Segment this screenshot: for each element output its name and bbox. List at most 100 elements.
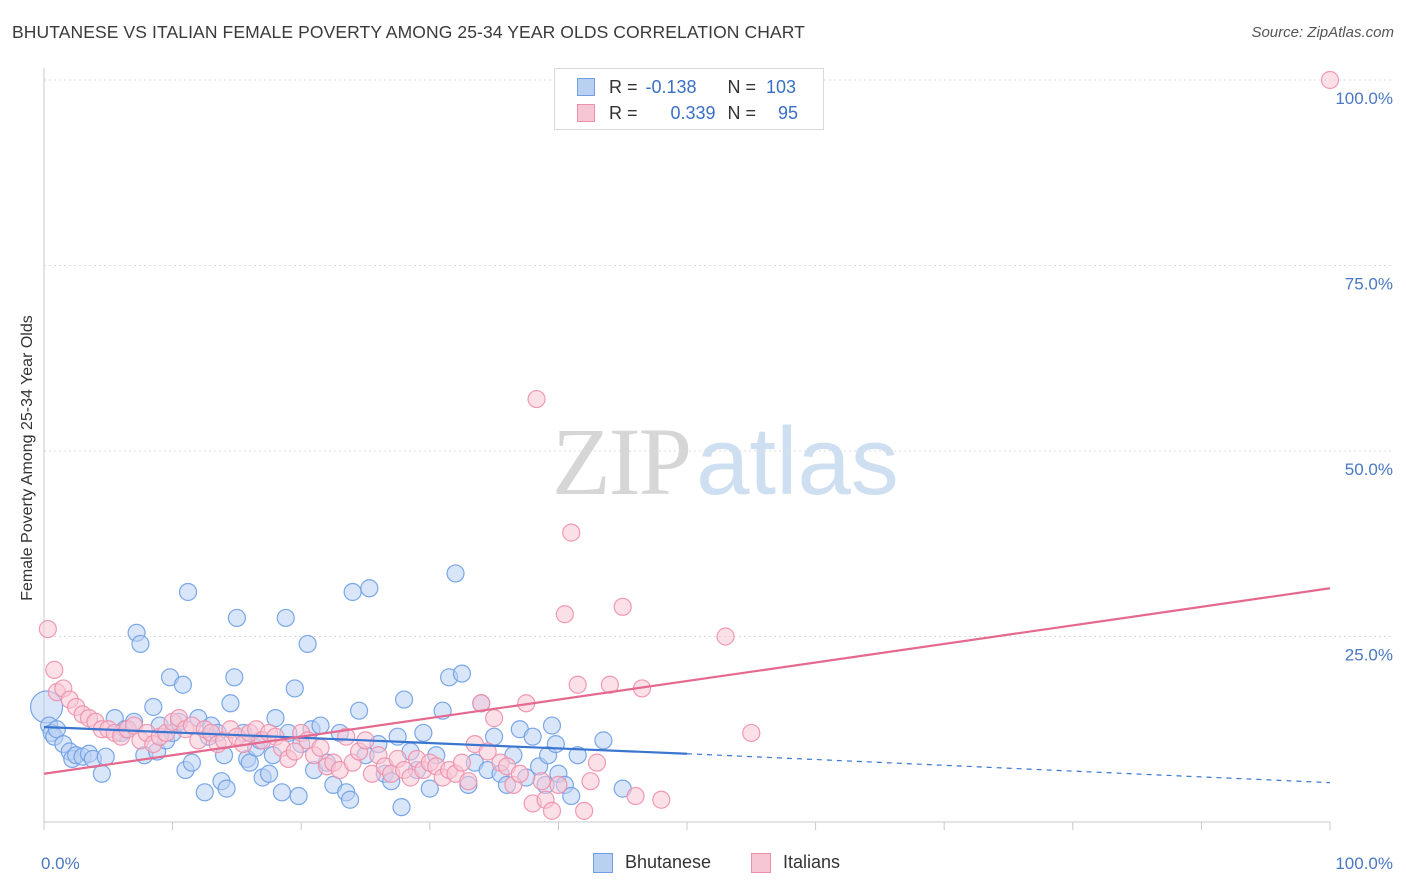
legend-item-italians: Italians	[751, 852, 840, 873]
source-text: Source: ZipAtlas.com	[1251, 24, 1394, 41]
point-bhutanese	[420, 779, 439, 798]
watermark-atlas: atlas	[696, 408, 899, 515]
legend-swatch-italians	[751, 852, 771, 873]
point-italians	[555, 605, 574, 624]
point-bhutanese	[96, 747, 115, 766]
series-legend: Bhutanese Italians	[0, 852, 1406, 876]
legend-r-label: R =	[609, 102, 638, 123]
point-italians	[337, 727, 356, 746]
legend-label-bhutanese: Bhutanese	[625, 852, 712, 872]
legend-n-label: N =	[727, 76, 757, 97]
legend-r-label: R =	[609, 76, 638, 97]
point-italians	[1320, 70, 1340, 90]
y-tick-label: 100.0%	[1335, 89, 1393, 108]
point-bhutanese	[182, 753, 201, 772]
legend-row-italians: R = 0.339 N = 95	[577, 100, 798, 126]
legend-swatch-bhutanese	[577, 78, 595, 96]
point-bhutanese	[225, 668, 244, 687]
point-bhutanese	[276, 608, 295, 628]
point-bhutanese	[289, 786, 308, 806]
point-bhutanese	[272, 783, 292, 802]
point-italians	[485, 709, 504, 728]
legend-r-value: -0.138	[645, 76, 697, 97]
point-bhutanese	[392, 798, 411, 817]
point-italians	[542, 801, 562, 820]
point-bhutanese	[360, 579, 379, 598]
point-italians	[575, 801, 594, 820]
point-bhutanese	[144, 697, 163, 717]
point-italians	[716, 627, 735, 646]
point-italians	[527, 389, 546, 409]
y-tick-label: 25.0%	[1345, 646, 1393, 665]
legend-n-value: 103	[766, 76, 797, 97]
point-italians	[652, 790, 671, 809]
watermark-zip: ZIP	[552, 408, 692, 515]
point-bhutanese	[394, 690, 414, 709]
point-bhutanese	[227, 608, 246, 628]
point-italians	[581, 772, 600, 791]
point-italians	[549, 775, 568, 795]
legend-row-bhutanese: R = -0.138 N = 103	[577, 74, 796, 100]
point-italians	[38, 619, 57, 639]
chart-title: BHUTANESE VS ITALIAN FEMALE POVERTY AMON…	[12, 22, 805, 42]
point-bhutanese	[92, 764, 111, 783]
point-bhutanese	[178, 582, 198, 602]
y-tick-label: 75.0%	[1345, 275, 1393, 294]
legend-item-bhutanese: Bhutanese	[593, 852, 711, 873]
point-bhutanese	[562, 786, 581, 806]
legend-swatch-bhutanese	[593, 852, 613, 873]
correlation-legend: R = -0.138 N = 103 R = 0.339 N = 95	[554, 68, 824, 130]
point-bhutanese	[340, 790, 360, 809]
point-italians	[613, 597, 632, 616]
point-bhutanese	[195, 783, 214, 802]
x-tick-label: 0.0%	[41, 854, 80, 873]
point-italians	[626, 786, 645, 806]
point-italians	[478, 742, 497, 761]
point-bhutanese	[446, 564, 465, 583]
point-bhutanese	[414, 723, 433, 743]
legend-swatch-italians	[577, 104, 595, 122]
trend-line-bhutanese	[43, 725, 688, 755]
legend-label-italians: Italians	[783, 852, 841, 872]
data-points	[29, 70, 1340, 820]
point-bhutanese	[221, 694, 240, 713]
point-bhutanese	[311, 716, 330, 735]
trend-line-bhutanese-extension	[686, 753, 1331, 784]
x-tick-label: 100.0%	[1335, 854, 1393, 873]
point-bhutanese	[546, 734, 565, 754]
point-italians	[285, 742, 304, 761]
point-bhutanese	[523, 727, 542, 746]
point-bhutanese	[594, 731, 613, 750]
tick-labels: 25.0% 50.0% 75.0% 100.0% 0.0% 100.0%	[41, 89, 1393, 873]
point-bhutanese	[259, 764, 279, 783]
point-italians	[311, 738, 330, 757]
point-italians	[568, 675, 587, 694]
axes	[43, 68, 1331, 830]
watermark: ZIPatlas	[552, 406, 899, 517]
legend-n-value: 95	[778, 102, 799, 123]
point-italians	[452, 753, 472, 772]
legend-n-label: N =	[727, 102, 757, 123]
point-bhutanese	[217, 779, 236, 798]
point-italians	[562, 523, 581, 542]
point-italians	[742, 723, 761, 743]
point-bhutanese	[343, 582, 362, 602]
point-bhutanese	[285, 679, 304, 698]
point-bhutanese	[542, 716, 562, 735]
grid-lines	[44, 79, 1392, 637]
point-bhutanese	[349, 701, 369, 720]
point-italians	[532, 772, 551, 791]
trend-lines	[43, 587, 1331, 784]
point-bhutanese	[131, 634, 150, 654]
point-italians	[45, 660, 64, 679]
legend-r-value: 0.339	[670, 102, 716, 123]
point-italians	[587, 753, 607, 772]
y-tick-label: 50.0%	[1345, 460, 1393, 479]
trend-line-italians	[43, 587, 1331, 775]
point-bhutanese	[173, 675, 192, 694]
point-bhutanese	[298, 634, 317, 654]
point-bhutanese	[568, 746, 587, 765]
point-bhutanese	[452, 664, 472, 683]
point-italians	[459, 772, 478, 791]
